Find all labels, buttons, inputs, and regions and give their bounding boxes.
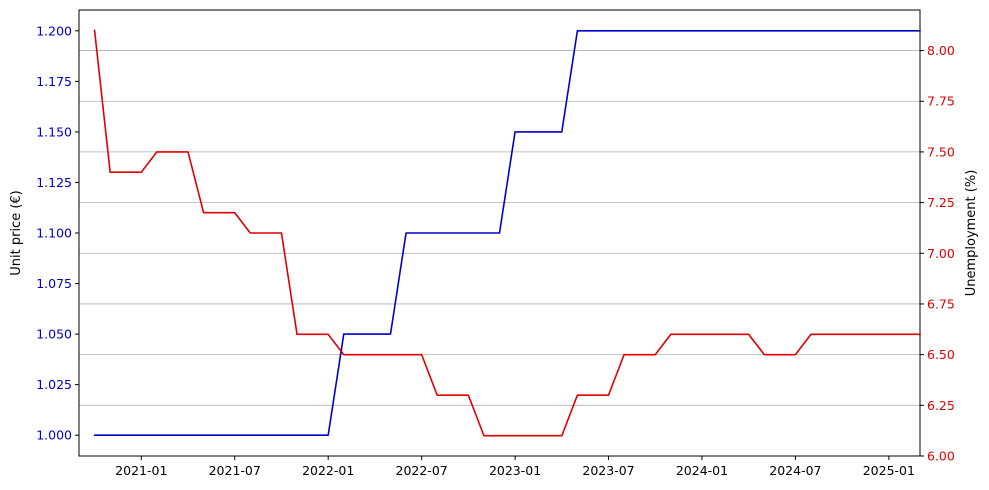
series-lines bbox=[93, 29, 921, 437]
left-tick-label-7: 1.175 bbox=[36, 74, 72, 89]
right-tick-label-1: 6.25 bbox=[927, 398, 955, 413]
x-tick-label-3: 2022-07 bbox=[396, 463, 448, 478]
gridlines bbox=[79, 50, 920, 406]
x-axis: 2021-01 2021-07 2022-01 2022-07 2023-01 2023-… bbox=[115, 456, 915, 478]
left-tick-label-3: 1.075 bbox=[36, 276, 72, 291]
left-tick-label-5: 1.125 bbox=[36, 175, 72, 190]
right-tick-label-7: 7.75 bbox=[927, 94, 955, 109]
x-tick-label-2: 2022-01 bbox=[302, 463, 354, 478]
x-tick-label-7: 2024-07 bbox=[769, 463, 821, 478]
left-tick-label-4: 1.100 bbox=[36, 226, 72, 241]
unemployment-series-line bbox=[93, 29, 921, 437]
right-tick-label-5: 7.25 bbox=[927, 195, 955, 210]
left-tick-label-2: 1.050 bbox=[36, 327, 72, 342]
right-tick-label-4: 7.00 bbox=[927, 246, 955, 261]
right-y-axis: 6.00 6.25 6.50 6.75 7.00 7.25 7.50 7.75 8.00 bbox=[920, 43, 955, 464]
x-tick-label-4: 2023-01 bbox=[489, 463, 541, 478]
right-tick-label-3: 6.75 bbox=[927, 296, 955, 311]
x-tick-label-0: 2021-01 bbox=[115, 463, 167, 478]
x-tick-label-1: 2021-07 bbox=[209, 463, 261, 478]
x-tick-label-5: 2023-07 bbox=[582, 463, 634, 478]
right-tick-label-0: 6.00 bbox=[927, 449, 955, 464]
left-tick-label-0: 1.000 bbox=[36, 428, 72, 443]
left-tick-label-1: 1.025 bbox=[36, 377, 72, 392]
right-axis-label: Unemployment (%) bbox=[964, 170, 979, 297]
left-tick-label-6: 1.150 bbox=[36, 124, 72, 139]
right-tick-label-6: 7.50 bbox=[927, 144, 955, 159]
left-axis-label: Unit price (€) bbox=[9, 190, 24, 276]
left-tick-label-8: 1.200 bbox=[36, 23, 72, 38]
x-tick-label-8: 2025-01 bbox=[863, 463, 915, 478]
unit-price-series-line bbox=[93, 30, 921, 436]
right-tick-label-8: 8.00 bbox=[927, 43, 955, 58]
x-tick-label-6: 2024-01 bbox=[676, 463, 728, 478]
left-y-axis: 1.000 1.025 1.050 1.075 1.100 1.125 1.150 1.175… bbox=[36, 23, 79, 443]
right-tick-label-2: 6.50 bbox=[927, 347, 955, 362]
